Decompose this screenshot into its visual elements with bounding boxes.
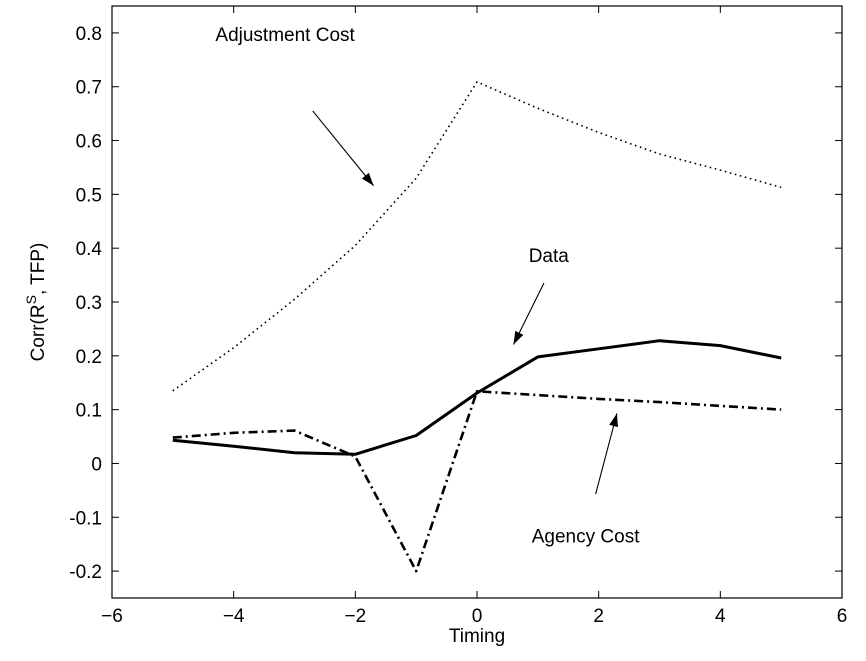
- y-tick-label: 0.5: [76, 185, 102, 206]
- y-tick-label: -0.2: [69, 562, 102, 583]
- series-line-adjustment: [172, 81, 782, 392]
- x-axis-label: Timing: [449, 626, 505, 647]
- x-tick-label: 6: [837, 606, 848, 627]
- annotation-arrowhead: [361, 172, 374, 186]
- series-line-data: [172, 339, 782, 456]
- x-tick-label: −4: [223, 606, 245, 627]
- y-tick-label: 0: [91, 454, 102, 475]
- y-tick-label: -0.1: [69, 508, 102, 529]
- y-tick-label: 0.4: [76, 239, 103, 260]
- y-tick-label: 0.7: [76, 78, 102, 99]
- y-tick-label: 0.2: [76, 347, 102, 368]
- annotation-label-data: Data: [529, 246, 570, 267]
- y-axis-label-suffix: , TFP): [28, 243, 49, 295]
- annotation-label-adjustment-cost: Adjustment Cost: [215, 25, 355, 46]
- annotation-arrowhead: [513, 330, 524, 345]
- series-layer: [172, 81, 782, 573]
- annotation-arrowhead: [609, 413, 618, 428]
- y-axis-label-prefix: Corr(R: [28, 304, 49, 361]
- annotation-layer: [312, 110, 618, 495]
- y-axis-label-superscript: S: [23, 295, 39, 304]
- y-axis-label: Corr(RS, TFP): [23, 243, 49, 362]
- annotation-label-agency-cost: Agency Cost: [532, 527, 640, 548]
- tick-layer: −6 −4 −2 0 2 4 6 -0.2 -0.1 0 0.1 0.2 0.3 0.4 0.5 0.6 0.7…: [69, 6, 847, 627]
- y-tick-label: 0.6: [76, 132, 102, 153]
- x-tick-label: −2: [344, 606, 366, 627]
- x-tick-label: 2: [593, 606, 604, 627]
- y-tick-label: 0.1: [76, 401, 102, 422]
- annotation-arrow-line: [595, 413, 618, 495]
- x-tick-label: 4: [715, 606, 726, 627]
- x-tick-label: 0: [472, 606, 483, 627]
- series-line-agency: [172, 389, 782, 573]
- y-tick-label: 0.8: [76, 24, 102, 45]
- x-tick-label: −6: [101, 606, 123, 627]
- y-tick-label: 0.3: [76, 293, 102, 314]
- annotation-arrow-line: [312, 110, 375, 187]
